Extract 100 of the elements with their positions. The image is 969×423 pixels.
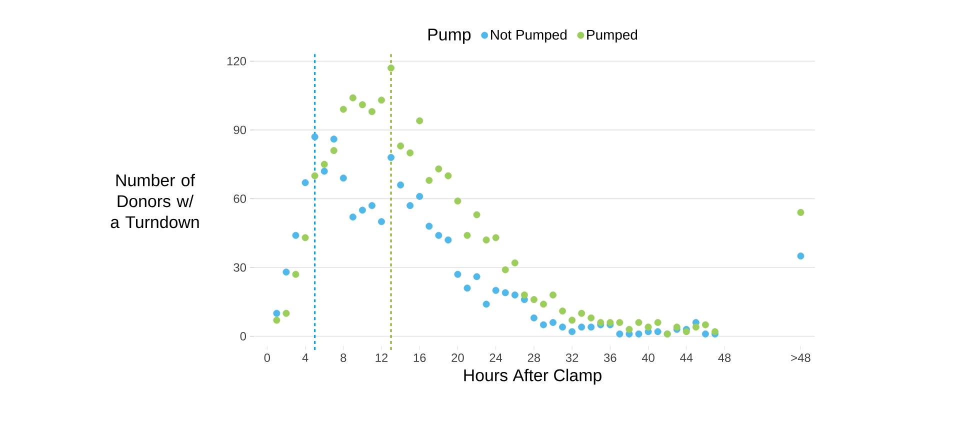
point: [530, 296, 538, 304]
y-tick-label: 60: [234, 194, 246, 203]
point: [397, 181, 404, 188]
point: [302, 234, 309, 242]
point: [388, 64, 395, 72]
point: [692, 324, 700, 331]
x-tick-label: >48: [791, 354, 810, 362]
point: [406, 149, 414, 156]
point: [588, 314, 595, 322]
point: [330, 136, 338, 143]
point: [320, 168, 328, 175]
x-tick-label: 36: [604, 354, 616, 362]
point: [320, 160, 328, 168]
point: [482, 236, 490, 244]
point: [597, 318, 604, 326]
point: [454, 270, 462, 278]
y-tick-label: 30: [234, 263, 246, 272]
point: [311, 172, 318, 180]
point: [349, 214, 356, 221]
point: [406, 202, 414, 210]
point: [492, 286, 500, 294]
point: [482, 300, 490, 308]
point: [464, 284, 471, 292]
point: [635, 330, 642, 338]
x-tick-label: 8: [340, 354, 346, 362]
x-tick-label: 40: [642, 354, 654, 362]
point: [273, 310, 280, 317]
x-axis-title: Hours After Clamp: [464, 368, 602, 385]
point: [416, 192, 424, 200]
point: [358, 101, 366, 108]
point: [282, 310, 290, 317]
point: [626, 326, 633, 333]
point: [797, 252, 804, 260]
point: [473, 273, 480, 280]
point: [426, 176, 433, 184]
point: [282, 268, 290, 276]
point: [702, 330, 709, 338]
point: [368, 108, 376, 116]
legend-title: Pump: [428, 28, 471, 44]
point: [358, 206, 366, 214]
point: [311, 133, 318, 140]
point: [511, 291, 518, 298]
legend-label: Pumped: [587, 29, 638, 42]
point: [302, 179, 309, 186]
x-tick-label: 32: [566, 354, 578, 362]
x-tick-label: 0: [264, 354, 270, 362]
point: [473, 211, 480, 218]
legend-label: Not Pumped: [491, 29, 567, 42]
point: [444, 236, 452, 244]
point: [416, 117, 424, 124]
point: [682, 328, 690, 336]
point: [654, 328, 662, 336]
x-tick-label: 4: [302, 354, 308, 362]
point: [368, 202, 376, 210]
point: [588, 324, 595, 331]
point: [540, 321, 547, 328]
point: [292, 232, 300, 239]
point: [559, 308, 566, 315]
point: [616, 330, 624, 338]
point: [502, 266, 509, 274]
point: [578, 324, 586, 331]
point: [340, 106, 347, 113]
point: [644, 324, 652, 331]
point: [349, 94, 356, 102]
point: [520, 291, 528, 298]
point: [330, 147, 338, 154]
point: [654, 318, 662, 326]
x-tick-label: 20: [452, 354, 464, 362]
point: [388, 154, 395, 161]
y-tick-label: 120: [227, 56, 246, 66]
x-tick-label: 28: [528, 354, 540, 362]
y-tick-label: 0: [240, 332, 246, 340]
y-tick-label: 90: [234, 126, 246, 134]
x-tick-label: 12: [376, 354, 388, 362]
point: [606, 318, 614, 326]
y-axis-title: Number of Donors w/ a Turndown: [110, 174, 199, 228]
x-tick-label: 48: [718, 354, 731, 362]
point: [340, 174, 347, 182]
point: [511, 259, 518, 266]
point: [502, 289, 509, 296]
point: [426, 222, 433, 230]
point: [454, 197, 462, 204]
point: [578, 310, 586, 317]
point: [797, 208, 804, 216]
point: [435, 232, 442, 239]
point: [444, 172, 452, 180]
point: [559, 324, 566, 331]
point: [378, 218, 385, 226]
point: [464, 232, 471, 239]
point: [378, 96, 385, 104]
point: [549, 318, 556, 326]
point: [292, 270, 300, 278]
x-tick-label: 44: [680, 354, 693, 362]
point: [616, 318, 624, 326]
point: [397, 142, 404, 150]
point: [702, 321, 709, 328]
point: [635, 318, 642, 326]
point: [530, 314, 538, 322]
point: [435, 165, 442, 172]
point: [540, 300, 547, 308]
